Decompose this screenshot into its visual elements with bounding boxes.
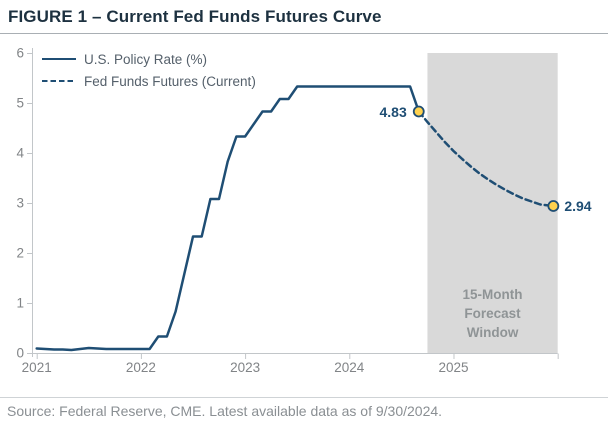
dashed-line-swatch-icon: [42, 79, 76, 83]
legend-item-policy-rate: U.S. Policy Rate (%): [42, 48, 256, 70]
chart-area: 0 1 2 3 4 5 6 2021 2022 2023 2024 2025 U.S. Policy …: [0, 40, 608, 385]
forecast-window-label-line: Window: [466, 325, 519, 340]
forecast-window-label: 15-Month Forecast Window: [427, 285, 557, 342]
endpoint-marker: [547, 200, 560, 212]
x-tick-label: 2021: [22, 360, 52, 375]
figure-title: FIGURE 1 – Current Fed Funds Futures Cur…: [8, 7, 382, 26]
legend-label: Fed Funds Futures (Current): [84, 73, 256, 89]
title-divider: [0, 33, 608, 34]
source-note: Source: Federal Reserve, CME. Latest ava…: [7, 403, 443, 419]
source-divider: [0, 397, 608, 398]
chart-svg: 0 1 2 3 4 5 6 2021 2022 2023 2024 2025: [16, 46, 560, 375]
y-tick-label: 3: [16, 196, 24, 211]
forecast-window-label-line: 15-Month: [462, 287, 523, 302]
y-tick-label: 2: [16, 246, 24, 261]
x-tick-label: 2022: [126, 360, 156, 375]
y-tick-label: 6: [16, 46, 24, 61]
annotation-1: 2.94: [564, 198, 592, 214]
x-tick-label: 2024: [334, 360, 365, 375]
y-tick-label: 0: [16, 346, 24, 361]
futures-line: [417, 110, 555, 208]
chart-legend: U.S. Policy Rate (%) Fed Funds Futures (…: [42, 48, 256, 92]
x-tick-label: 2023: [230, 360, 260, 375]
endpoint-marker: [412, 105, 425, 118]
x-tick-label: 2025: [438, 360, 468, 375]
solid-line-swatch-icon: [42, 57, 76, 61]
y-tick-label: 5: [16, 96, 24, 111]
y-tick-label: 1: [16, 296, 24, 311]
y-tick-label: 4: [16, 146, 24, 161]
legend-item-futures: Fed Funds Futures (Current): [42, 70, 256, 92]
annotation-0: 4.83: [379, 103, 407, 120]
policy-rate-line: [35, 85, 421, 352]
legend-label: U.S. Policy Rate (%): [84, 51, 208, 67]
forecast-window-label-line: Forecast: [464, 306, 521, 321]
